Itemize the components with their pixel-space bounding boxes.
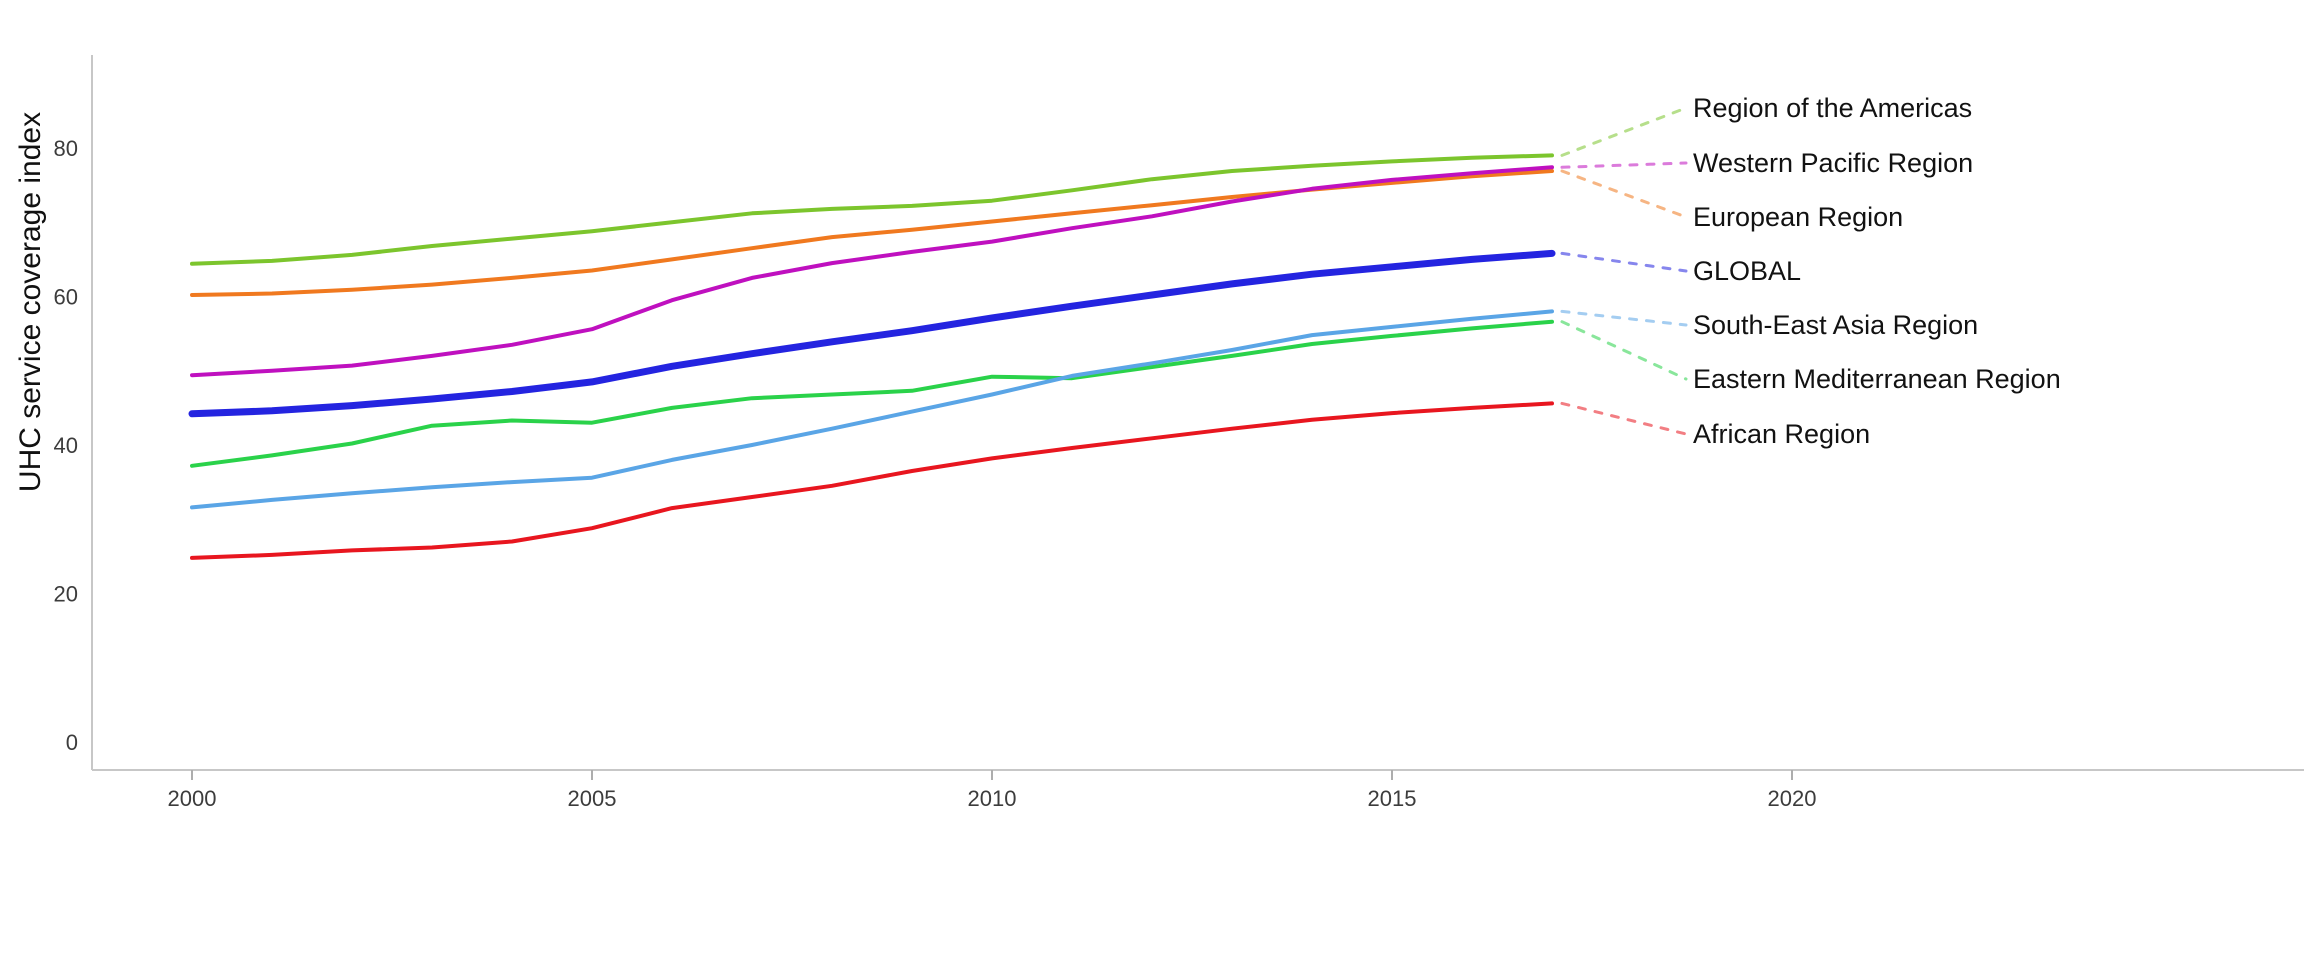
series-line-region-of-the-americas [190, 153, 1554, 266]
legend-label: Region of the Americas [1693, 93, 1972, 123]
x-tick-label: 2020 [1768, 786, 1817, 811]
y-axis-title: UHC service coverage index [14, 112, 47, 492]
legend-label: African Region [1693, 419, 1870, 449]
x-tick-label: 2010 [968, 786, 1017, 811]
x-axis-ticks: 2000 2005 2010 2015 2020 [168, 770, 1817, 811]
legend-labels: Region of the Americas Western Pacific Re… [1693, 93, 2061, 449]
y-tick-label: 40 [54, 433, 78, 458]
leader-line [1560, 309, 1688, 327]
y-tick-label: 20 [54, 582, 78, 607]
legend-label: Western Pacific Region [1693, 148, 1973, 178]
x-tick-label: 2015 [1368, 786, 1417, 811]
x-tick-label: 2005 [568, 786, 617, 811]
leader-line [1560, 251, 1688, 273]
series-line-global [188, 249, 1556, 418]
leader-line [1560, 320, 1688, 381]
series-line-south-east-asia-region [190, 309, 1554, 510]
series-line-western-pacific-region [190, 165, 1554, 378]
y-tick-label: 0 [66, 730, 78, 755]
leader-line [1560, 161, 1688, 169]
legend-label: South-East Asia Region [1693, 310, 1978, 340]
series-line-eastern-mediterranean-region [190, 319, 1554, 468]
series-line-african-region [190, 401, 1554, 560]
leader-line [1560, 401, 1688, 436]
legend-label: European Region [1693, 202, 1903, 232]
legend-label: Eastern Mediterranean Region [1693, 364, 2061, 394]
leader-line [1560, 106, 1688, 157]
y-axis-tick-labels: 0 20 40 60 80 [54, 136, 78, 755]
leader-line [1560, 169, 1688, 219]
x-tick-label: 2000 [168, 786, 217, 811]
series-line-european-region [190, 169, 1554, 297]
series-lines [188, 153, 1556, 560]
legend-label: GLOBAL [1693, 256, 1801, 286]
y-tick-label: 60 [54, 285, 78, 310]
y-tick-label: 80 [54, 136, 78, 161]
legend-leader-lines [1560, 106, 1688, 436]
